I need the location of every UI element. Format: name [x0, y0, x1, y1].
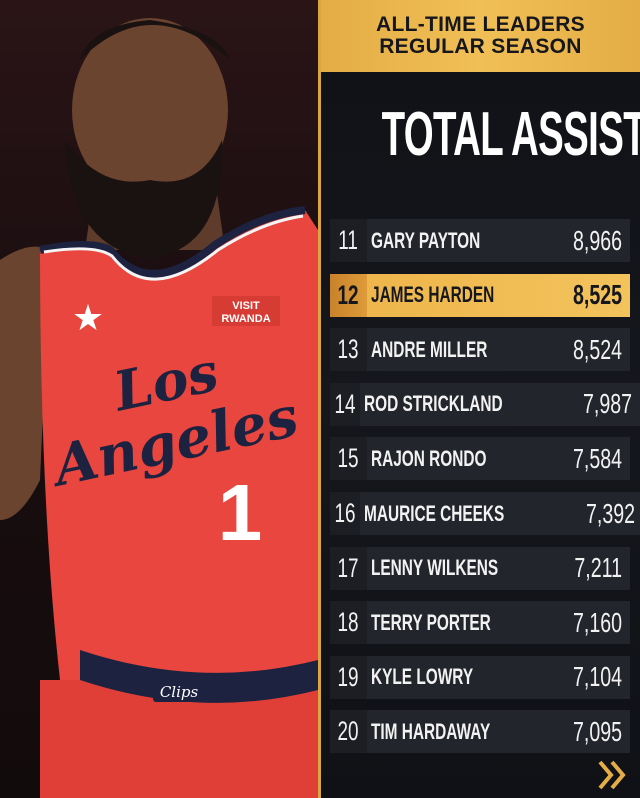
assists-text: 7,392 [585, 497, 635, 529]
rank: 16 [334, 498, 356, 528]
player-cell: TIM HARDAWAY 7,095 [367, 710, 630, 754]
assists-text: 7,584 [572, 442, 622, 474]
player-name: RAJON RONDO [371, 446, 536, 472]
rank: 13 [337, 334, 360, 365]
table-row: 11 GARY PAYTON 8,966 [330, 219, 630, 262]
rank: 20 [337, 716, 360, 747]
player-name-text: TERRY PORTER [371, 609, 491, 635]
assists-value: 8,525 [552, 279, 622, 311]
rank: 12 [337, 279, 360, 310]
player-name: TERRY PORTER [371, 610, 542, 636]
header-line-1: ALL-TIME LEADERS [376, 13, 585, 36]
table-row: 16 MAURICE CHEEKS 7,392 [330, 492, 640, 535]
player-name-text: TIM HARDAWAY [371, 718, 491, 744]
sponsor-text-1: VISIT [232, 300, 260, 312]
table-row: 15 RAJON RONDO 7,584 [330, 437, 630, 481]
sponsor-text-2: RWANDA [221, 313, 270, 325]
rank-cell: 11 [330, 219, 367, 262]
assists-value: 7,104 [552, 661, 622, 693]
assists-text: 8,524 [572, 333, 622, 365]
divider [318, 0, 321, 798]
header-line-2: REGULAR SEASON [379, 35, 582, 58]
player-cell: ROD STRICKLAND 7,987 [360, 382, 640, 426]
player-cell: LENNY WILKENS 7,211 [367, 546, 630, 590]
table-row: 17 LENNY WILKENS 7,211 [330, 546, 630, 590]
assists-text: 8,966 [572, 224, 622, 256]
player-cell: MAURICE CHEEKS 7,392 [360, 492, 640, 535]
player-name-text: KYLE LOWRY [371, 664, 474, 690]
rank-cell: 20 [330, 710, 367, 754]
rank-cell: 17 [330, 546, 367, 590]
player-name: ANDRE MILLER [371, 337, 537, 363]
rank-cell: 12 [330, 273, 367, 317]
player-name-text: MAURICE CHEEKS [364, 500, 505, 526]
player-name-text: LENNY WILKENS [371, 555, 499, 581]
jumpman-logo-icon: ★ [72, 297, 104, 338]
rank-cell: 19 [330, 655, 367, 699]
table-row: 14 ROD STRICKLAND 7,987 [330, 382, 640, 426]
player-name-text: ANDRE MILLER [371, 336, 488, 362]
rank: 17 [337, 552, 360, 583]
player-name-text: GARY PAYTON [371, 227, 481, 253]
assists-value: 8,524 [552, 334, 622, 366]
waistband-text: Clips [160, 683, 199, 701]
jersey [40, 210, 318, 680]
assists-value: 7,584 [552, 443, 622, 475]
assists-text: 7,104 [572, 661, 622, 693]
player-cell: JAMES HARDEN 8,525 [367, 273, 630, 317]
rank: 11 [338, 225, 359, 255]
player-name: ROD STRICKLAND [364, 391, 562, 417]
rank-cell: 13 [330, 328, 367, 372]
player-name-text: JAMES HARDEN [371, 282, 495, 308]
assists-text: 7,211 [574, 552, 622, 584]
rank-cell: 16 [330, 492, 361, 535]
assists-text: 7,095 [572, 715, 622, 747]
leaders-panel: ALL-TIME LEADERS REGULAR SEASON TOTAL AS… [321, 0, 640, 798]
jersey-number: 1 [218, 468, 263, 557]
player-name-text: ROD STRICKLAND [364, 391, 503, 417]
rank: 15 [337, 443, 360, 474]
assists-value: 7,392 [565, 498, 635, 530]
table-row: 13 ANDRE MILLER 8,524 [330, 328, 630, 372]
header-banner: ALL-TIME LEADERS REGULAR SEASON [321, 0, 640, 72]
rank-cell: 15 [330, 437, 367, 481]
player-illustration: Clips ★ VISIT RWANDA Los Angeles 1 [0, 18, 318, 798]
player-name: TIM HARDAWAY [371, 719, 541, 745]
assists-text: 7,987 [583, 388, 633, 420]
table-row: 19 KYLE LOWRY 7,104 [330, 655, 630, 699]
player-name: GARY PAYTON [371, 228, 527, 254]
assists-text: 7,160 [572, 606, 622, 638]
player-name: MAURICE CHEEKS [364, 501, 564, 527]
rank-cell: 14 [330, 382, 361, 426]
rank: 18 [337, 607, 360, 638]
player-cell: RAJON RONDO 7,584 [367, 437, 630, 481]
player-name-text: RAJON RONDO [371, 445, 487, 471]
player-cell: ANDRE MILLER 8,524 [367, 328, 630, 372]
player-cell: GARY PAYTON 8,966 [367, 219, 630, 262]
player-photo: Clips ★ VISIT RWANDA Los Angeles 1 [0, 0, 318, 798]
rank: 14 [334, 388, 356, 419]
assists-value: 7,211 [554, 552, 622, 584]
assists-value: 7,095 [552, 716, 622, 748]
assists-value: 7,160 [552, 607, 622, 639]
table-row: 12 JAMES HARDEN 8,525 [330, 273, 630, 317]
player-cell: KYLE LOWRY 7,104 [367, 655, 630, 699]
player-cell: TERRY PORTER 7,160 [367, 601, 630, 645]
rank: 19 [337, 661, 360, 692]
assists-value: 8,966 [552, 225, 622, 257]
assists-text: 8,525 [572, 279, 622, 311]
player-name: JAMES HARDEN [371, 282, 547, 308]
player-name: KYLE LOWRY [371, 664, 517, 690]
assists-value: 7,987 [562, 388, 632, 420]
table-row: 20 TIM HARDAWAY 7,095 [330, 710, 630, 754]
stat-title: TOTAL ASSISTS [381, 100, 640, 169]
double-chevron-right-icon[interactable] [596, 758, 630, 792]
table-row: 18 TERRY PORTER 7,160 [330, 601, 630, 645]
player-name: LENNY WILKENS [371, 555, 553, 581]
rank-cell: 18 [330, 601, 367, 645]
